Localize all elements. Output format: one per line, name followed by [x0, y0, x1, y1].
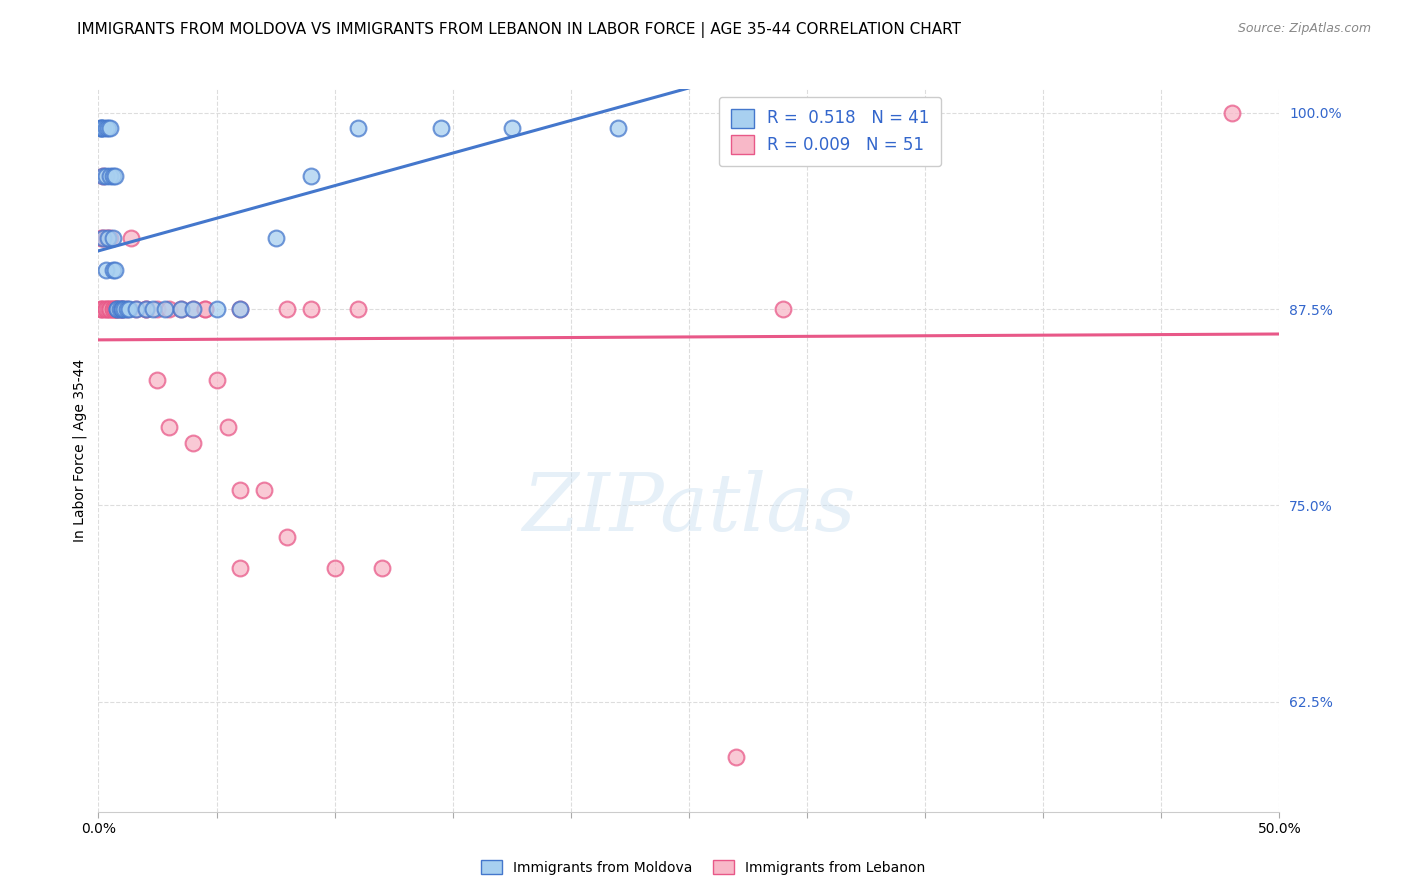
Point	[97, 231, 120, 245]
Point	[98, 231, 121, 245]
Point	[111, 302, 134, 317]
Point	[104, 302, 127, 317]
Point	[104, 302, 127, 317]
Point	[194, 302, 217, 317]
Point	[90, 231, 112, 245]
Text: IMMIGRANTS FROM MOLDOVA VS IMMIGRANTS FROM LEBANON IN LABOR FORCE | AGE 35-44 CO: IMMIGRANTS FROM MOLDOVA VS IMMIGRANTS FR…	[77, 22, 962, 38]
Point	[276, 302, 298, 317]
Point	[97, 231, 120, 245]
Point	[90, 121, 112, 136]
Point	[94, 121, 117, 136]
Point	[135, 302, 157, 317]
Point	[430, 121, 453, 136]
Point	[115, 302, 138, 317]
Point	[111, 302, 134, 317]
Legend: R =  0.518   N = 41, R = 0.009   N = 51: R = 0.518 N = 41, R = 0.009 N = 51	[720, 97, 941, 166]
Point	[91, 231, 114, 245]
Y-axis label: In Labor Force | Age 35-44: In Labor Force | Age 35-44	[73, 359, 87, 542]
Point	[90, 121, 112, 136]
Point	[111, 302, 134, 317]
Point	[101, 169, 124, 183]
Point	[725, 121, 748, 136]
Point	[194, 302, 217, 317]
Point	[91, 169, 114, 183]
Point	[229, 561, 252, 575]
Point	[607, 121, 630, 136]
Point	[94, 302, 117, 317]
Point	[170, 302, 193, 317]
Point	[94, 169, 117, 183]
Point	[97, 302, 120, 317]
Point	[94, 302, 117, 317]
Point	[205, 373, 228, 387]
Point	[1220, 105, 1243, 120]
Point	[91, 231, 114, 245]
Point	[105, 302, 128, 317]
Point	[98, 121, 121, 136]
Point	[253, 483, 276, 497]
Point	[90, 302, 112, 317]
Text: ZIPatlas: ZIPatlas	[522, 469, 856, 547]
Point	[299, 302, 322, 317]
Point	[772, 302, 794, 317]
Point	[90, 121, 112, 136]
Point	[94, 231, 117, 245]
Point	[501, 121, 523, 136]
Point	[118, 302, 141, 317]
Point	[205, 302, 228, 317]
Point	[181, 435, 204, 450]
Point	[101, 302, 124, 317]
Point	[347, 121, 370, 136]
Point	[135, 302, 157, 317]
Legend: Immigrants from Moldova, Immigrants from Lebanon: Immigrants from Moldova, Immigrants from…	[475, 855, 931, 880]
Point	[371, 561, 394, 575]
Point	[104, 169, 127, 183]
Point	[181, 302, 204, 317]
Point	[299, 169, 322, 183]
Point	[142, 302, 165, 317]
Point	[264, 231, 287, 245]
Point	[229, 302, 252, 317]
Point	[98, 169, 121, 183]
Point	[347, 302, 370, 317]
Point	[112, 302, 135, 317]
Point	[276, 530, 298, 544]
Point	[98, 302, 121, 317]
Point	[125, 302, 148, 317]
Point	[229, 302, 252, 317]
Point	[115, 302, 138, 317]
Point	[105, 302, 128, 317]
Point	[101, 231, 124, 245]
Point	[121, 231, 143, 245]
Text: Source: ZipAtlas.com: Source: ZipAtlas.com	[1237, 22, 1371, 36]
Point	[181, 302, 204, 317]
Point	[157, 302, 180, 317]
Point	[111, 302, 134, 317]
Point	[101, 302, 124, 317]
Point	[725, 749, 748, 764]
Point	[91, 121, 114, 136]
Point	[105, 302, 128, 317]
Point	[101, 262, 124, 277]
Point	[108, 302, 131, 317]
Point	[146, 302, 169, 317]
Point	[170, 302, 193, 317]
Point	[97, 121, 120, 136]
Point	[91, 169, 114, 183]
Point	[229, 483, 252, 497]
Point	[108, 302, 131, 317]
Point	[125, 302, 148, 317]
Point	[323, 561, 346, 575]
Point	[105, 302, 128, 317]
Point	[146, 373, 169, 387]
Point	[91, 302, 114, 317]
Point	[104, 262, 127, 277]
Point	[217, 420, 239, 434]
Point	[135, 302, 157, 317]
Point	[94, 262, 117, 277]
Point	[98, 302, 121, 317]
Point	[153, 302, 176, 317]
Point	[90, 302, 112, 317]
Point	[157, 420, 180, 434]
